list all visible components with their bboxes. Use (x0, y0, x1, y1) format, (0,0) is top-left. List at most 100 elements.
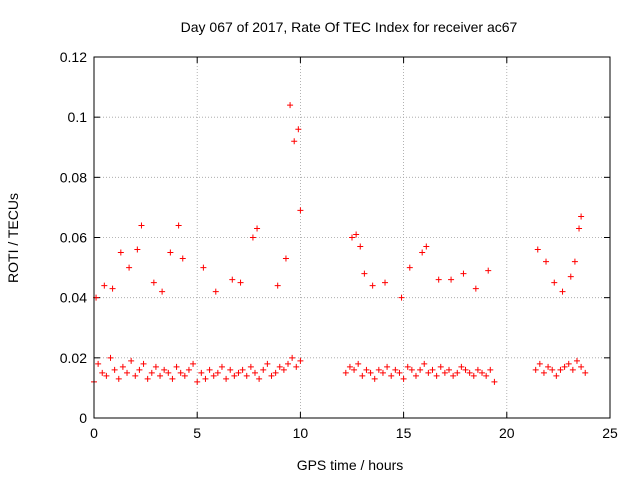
data-point (212, 288, 219, 295)
data-point (408, 366, 415, 373)
data-point (177, 369, 184, 376)
data-point (534, 246, 541, 253)
data-point (190, 360, 197, 367)
data-point (95, 360, 102, 367)
data-point (553, 372, 560, 379)
data-point (485, 267, 492, 274)
data-point (565, 360, 572, 367)
data-point (398, 294, 405, 301)
data-point (132, 372, 139, 379)
data-point (223, 375, 230, 382)
x-axis-label: GPS time / hours (297, 457, 404, 473)
data-point (576, 225, 583, 232)
data-point (392, 366, 399, 373)
axis-ticks: 0 5 10 15 20 25 0 0.02 0.04 0.06 0.08 0.1 0.12 (60, 49, 618, 441)
data-point (161, 366, 168, 373)
data-point (148, 369, 155, 376)
data-point (367, 369, 374, 376)
data-point (202, 375, 209, 382)
data-point (491, 378, 498, 385)
data-point (115, 375, 122, 382)
data-point (353, 231, 360, 238)
data-point (235, 369, 242, 376)
data-point (571, 258, 578, 265)
data-point (214, 369, 221, 376)
y-tick-label: 0.06 (60, 230, 87, 246)
data-point (239, 366, 246, 373)
data-point (200, 264, 207, 271)
data-point (578, 213, 585, 220)
data-point (421, 360, 428, 367)
data-point (173, 363, 180, 370)
data-point (346, 363, 353, 370)
data-point (479, 369, 486, 376)
data-point (280, 366, 287, 373)
data-point (551, 279, 558, 286)
data-point (107, 354, 114, 361)
y-tick-label: 0.02 (60, 350, 87, 366)
data-point (179, 255, 186, 262)
data-point (371, 375, 378, 382)
x-tick-label: 5 (193, 425, 201, 441)
data-point (251, 369, 258, 376)
data-point (231, 372, 238, 379)
x-tick-label: 15 (396, 425, 412, 441)
data-point (369, 282, 376, 289)
data-point (140, 360, 147, 367)
data-point (417, 366, 424, 373)
y-tick-label: 0.1 (68, 109, 88, 125)
data-point (466, 369, 473, 376)
x-tick-label: 0 (90, 425, 98, 441)
data-point (379, 369, 386, 376)
plot-frame (93, 56, 611, 419)
data-point (363, 366, 370, 373)
data-point (185, 366, 192, 373)
data-point (578, 363, 585, 370)
y-tick-label: 0 (79, 410, 87, 426)
data-point (128, 357, 135, 364)
data-point (483, 372, 490, 379)
data-point (194, 378, 201, 385)
data-point (229, 276, 236, 283)
data-point (254, 225, 261, 232)
data-point (138, 222, 145, 229)
data-point (423, 243, 430, 250)
data-point (406, 264, 413, 271)
data-point (429, 366, 436, 373)
y-axis-label: ROTI / TECUs (5, 193, 21, 283)
data-point (295, 126, 302, 133)
data-point (557, 366, 564, 373)
data-point (549, 366, 556, 373)
data-point (569, 366, 576, 373)
x-tick-label: 25 (602, 425, 618, 441)
data-point (289, 354, 296, 361)
data-point (293, 363, 300, 370)
data-point (561, 363, 568, 370)
data-point (243, 372, 250, 379)
chart-title: Day 067 of 2017, Rate Of TEC Index for r… (181, 19, 518, 35)
data-point (282, 255, 289, 262)
data-point (382, 279, 389, 286)
data-point (412, 372, 419, 379)
data-point (159, 288, 166, 295)
data-point (167, 249, 174, 256)
data-point (165, 369, 172, 376)
y-tick-label: 0.12 (60, 49, 87, 65)
data-point (272, 369, 279, 376)
data-point (134, 246, 141, 253)
data-point (375, 366, 382, 373)
data-point (291, 138, 298, 145)
data-point (532, 366, 539, 373)
data-point (218, 363, 225, 370)
data-point (144, 375, 151, 382)
data-point (460, 270, 467, 277)
data-point (117, 249, 124, 256)
data-point (119, 363, 126, 370)
data-point (227, 366, 234, 373)
data-point (101, 282, 108, 289)
data-point (175, 222, 182, 229)
data-point (359, 372, 366, 379)
data-point (287, 102, 294, 109)
data-point (462, 366, 469, 373)
